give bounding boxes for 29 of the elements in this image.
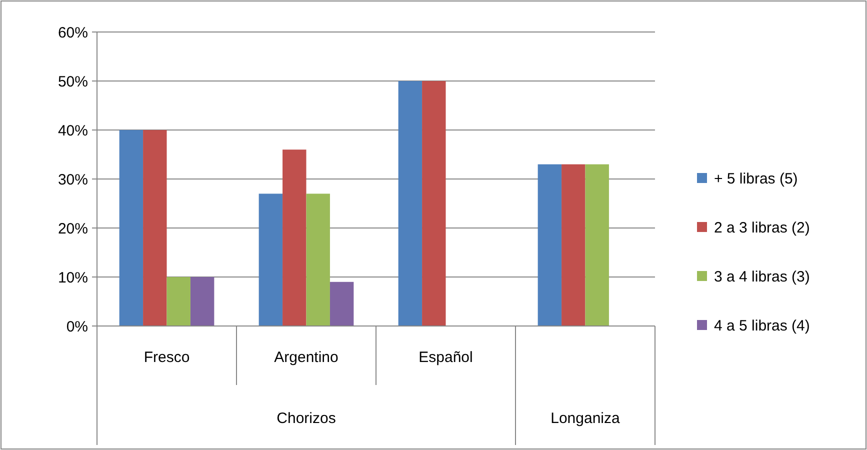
legend-label: 2 a 3 libras (2): [714, 219, 810, 236]
x-tick-label: Argentino: [274, 349, 338, 366]
bar: [330, 282, 354, 326]
legend-label: 3 a 4 libras (3): [714, 268, 810, 286]
bar: [562, 164, 586, 326]
y-tick-label: 50%: [58, 73, 88, 90]
legend-label: + 5 libras (5): [714, 170, 798, 188]
bar: [422, 81, 446, 326]
y-tick-label: 60%: [58, 24, 88, 42]
legend-label: 4 a 5 libras (4): [714, 317, 810, 334]
x-tick-label: Fresco: [144, 349, 190, 366]
bar: [585, 164, 609, 326]
bar: [538, 164, 562, 326]
bar: [119, 130, 144, 326]
bar: [166, 277, 190, 326]
text: Chorizos: [276, 410, 336, 427]
y-tick-label: 10%: [58, 269, 88, 286]
y-tick-label: 0%: [66, 318, 88, 336]
bar: [258, 194, 283, 326]
bar: [306, 194, 330, 326]
x-tick-label: Español: [418, 349, 473, 366]
bar: [398, 81, 422, 326]
bar: [282, 150, 306, 326]
y-tick-label: 20%: [58, 220, 88, 238]
bar: [143, 130, 167, 326]
y-tick-label: 30%: [58, 171, 88, 188]
text: Longaniza: [550, 410, 621, 427]
bar: [190, 277, 214, 326]
y-tick-label: 40%: [58, 122, 88, 140]
